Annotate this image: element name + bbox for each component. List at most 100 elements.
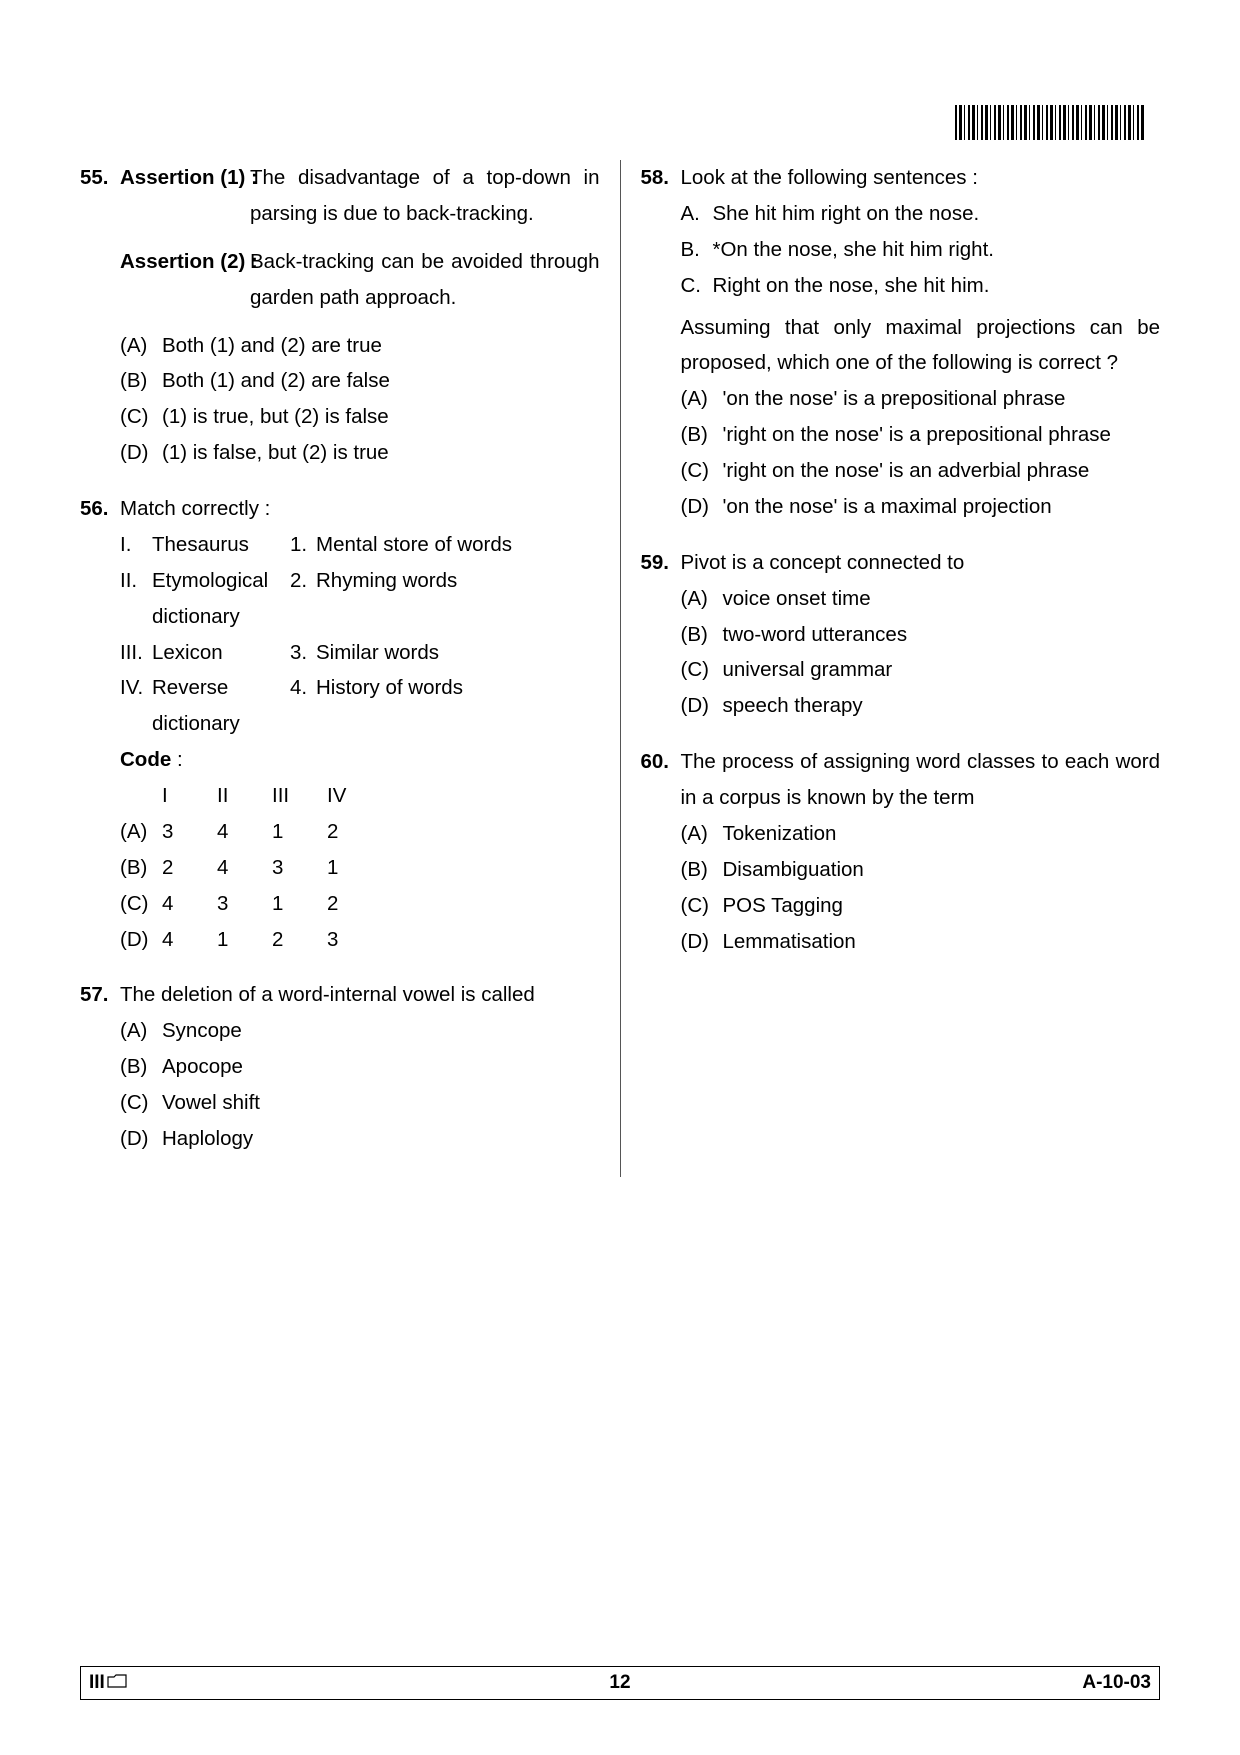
option-letter: (B): [120, 1049, 162, 1085]
code-row: (A) 3 4 1 2: [120, 814, 600, 850]
code-row: (D) 4 1 2 3: [120, 922, 600, 958]
option-row: (D)Haplology: [120, 1121, 600, 1157]
question-body: Look at the following sentences : A.She …: [681, 160, 1161, 525]
option-text: two-word utterances: [723, 617, 1161, 653]
option-row: (A)'on the nose' is a prepositional phra…: [681, 381, 1161, 417]
assertion-text: Back-tracking can be avoided through gar…: [250, 244, 600, 316]
left-column: 55. Assertion (1) : The disadvantage of …: [80, 160, 620, 1177]
question-stem: Pivot is a concept connected to: [681, 545, 1161, 581]
option-letter: (D): [120, 435, 162, 471]
option-row: (D)Lemmatisation: [681, 924, 1161, 960]
option-letter: (C): [120, 1085, 162, 1121]
match-right-num: 1.: [290, 527, 316, 563]
code-val: 2: [162, 850, 217, 886]
code-row: (B) 2 4 3 1: [120, 850, 600, 886]
code-head: I: [162, 778, 217, 814]
match-row: IV.Reverse dictionary 4.History of words: [120, 670, 600, 742]
question-body: The process of assigning word classes to…: [681, 744, 1161, 959]
question-body: Pivot is a concept connected to (A)voice…: [681, 545, 1161, 724]
option-letter: (B): [681, 852, 723, 888]
option-letter: (D): [681, 489, 723, 525]
match-right: 2.Rhyming words: [290, 563, 600, 635]
option-text: voice onset time: [723, 581, 1161, 617]
option-row: (B)Both (1) and (2) are false: [120, 363, 600, 399]
code-row: (C) 4 3 1 2: [120, 886, 600, 922]
option-text: Apocope: [162, 1049, 600, 1085]
match-right-text: Similar words: [316, 635, 439, 671]
code-val: 1: [272, 814, 327, 850]
option-text: 'on the nose' is a maximal projection: [723, 489, 1161, 525]
assertion-label-text: Assertion (1): [120, 166, 245, 189]
option-row: (B)'right on the nose' is a prepositiona…: [681, 417, 1161, 453]
option-letter: (A): [120, 328, 162, 364]
option-text: universal grammar: [723, 652, 1161, 688]
option-text: speech therapy: [723, 688, 1161, 724]
item-label: A.: [681, 196, 713, 232]
page-number: 12: [609, 1672, 630, 1694]
option-row: (A)Both (1) and (2) are true: [120, 328, 600, 364]
option-letter: (A): [681, 816, 723, 852]
question-body: The deletion of a word-internal vowel is…: [120, 977, 600, 1156]
item-text: *On the nose, she hit him right.: [713, 232, 994, 268]
option-row: (B)two-word utterances: [681, 617, 1161, 653]
option-text: Disambiguation: [723, 852, 1161, 888]
question-stem: Look at the following sentences :: [681, 160, 1161, 196]
question-follow: Assuming that only maximal projections c…: [681, 310, 1161, 382]
code-val: 3: [217, 886, 272, 922]
option-row: (A)Tokenization: [681, 816, 1161, 852]
option-text: Vowel shift: [162, 1085, 600, 1121]
assertion-label-text: Assertion (2): [120, 250, 245, 273]
option-row: (C)Vowel shift: [120, 1085, 600, 1121]
option-letter: (C): [681, 888, 723, 924]
question-number: 60.: [641, 744, 681, 959]
code-option-label: (A): [120, 814, 162, 850]
item-label: B.: [681, 232, 713, 268]
assertion-1: Assertion (1) : The disadvantage of a to…: [120, 160, 600, 232]
question-number: 56.: [80, 491, 120, 957]
match-row: I.Thesaurus 1.Mental store of words: [120, 527, 600, 563]
match-right-num: 2.: [290, 563, 316, 635]
match-right: 1.Mental store of words: [290, 527, 600, 563]
match-left: I.Thesaurus: [120, 527, 290, 563]
question-59: 59. Pivot is a concept connected to (A)v…: [641, 545, 1161, 724]
assertion-2: Assertion (2) : Back-tracking can be avo…: [120, 244, 600, 316]
option-letter: (A): [681, 381, 723, 417]
option-row: (A)voice onset time: [681, 581, 1161, 617]
match-left-num: III.: [120, 635, 152, 671]
option-letter: (B): [120, 363, 162, 399]
match-right: 4.History of words: [290, 670, 600, 742]
option-letter: (B): [681, 417, 723, 453]
option-text: 'right on the nose' is an adverbial phra…: [723, 453, 1161, 489]
match-right-text: Mental store of words: [316, 527, 512, 563]
option-letter: (C): [681, 652, 723, 688]
assertion-label: Assertion (1) :: [120, 160, 250, 232]
question-number: 58.: [641, 160, 681, 525]
option-row: (C)POS Tagging: [681, 888, 1161, 924]
match-left-num: I.: [120, 527, 152, 563]
folder-icon: [107, 1672, 127, 1694]
match-right-text: History of words: [316, 670, 463, 742]
option-letter: (A): [120, 1013, 162, 1049]
code-header: I II III IV: [120, 778, 600, 814]
question-body: Assertion (1) : The disadvantage of a to…: [120, 160, 600, 471]
code-val: 3: [162, 814, 217, 850]
option-row: (C)'right on the nose' is an adverbial p…: [681, 453, 1161, 489]
option-row: (B)Apocope: [120, 1049, 600, 1085]
code-label-text: Code: [120, 748, 171, 771]
right-column: 58. Look at the following sentences : A.…: [620, 160, 1161, 1177]
question-number: 55.: [80, 160, 120, 471]
question-58: 58. Look at the following sentences : A.…: [641, 160, 1161, 525]
match-left-text: Lexicon: [152, 635, 223, 671]
assertion-label: Assertion (2) :: [120, 244, 250, 316]
option-row: (C)universal grammar: [681, 652, 1161, 688]
code-val: 3: [327, 922, 382, 958]
item-label: C.: [681, 268, 713, 304]
code-head: III: [272, 778, 327, 814]
option-row: (D)speech therapy: [681, 688, 1161, 724]
match-left-text: Reverse dictionary: [152, 670, 290, 742]
option-text: 'on the nose' is a prepositional phrase: [723, 381, 1161, 417]
code-val: 4: [217, 850, 272, 886]
option-letter: (C): [681, 453, 723, 489]
option-text: 'right on the nose' is a prepositional p…: [723, 417, 1161, 453]
question-body: Match correctly : I.Thesaurus 1.Mental s…: [120, 491, 600, 957]
